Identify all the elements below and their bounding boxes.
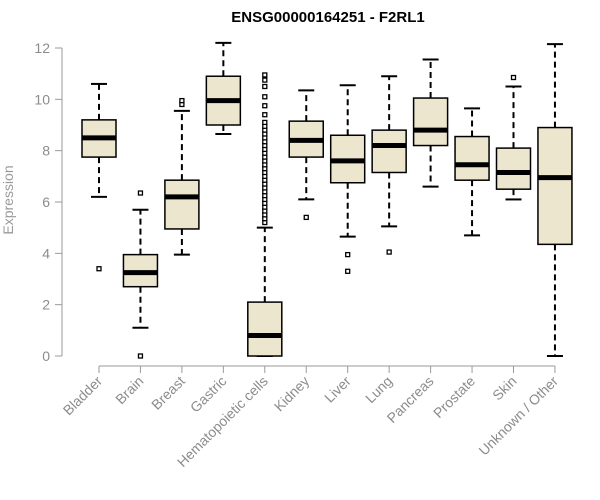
outlier-point [303,214,309,221]
y-tick-label: 0 [42,348,50,364]
outlier-point [262,83,268,90]
x-tick-label: Lung [362,373,395,406]
outlier-point [262,112,268,118]
y-tick-label: 12 [34,40,50,56]
y-axis-label: Expression [0,165,16,234]
outlier-point [262,72,268,78]
box-rect [164,179,200,230]
x-tick-label: Liver [321,373,354,406]
x-tick-label: Unknown / Other [475,373,561,459]
y-tick-label: 8 [42,143,50,159]
x-tick-label: Bladder [60,373,106,419]
outlier-point [262,94,268,100]
box-rect [495,147,532,190]
outlier-point [262,103,268,109]
outlier-point [510,74,517,81]
boxes-group [81,41,573,359]
chart-title: ENSG00000164251 - F2RL1 [231,9,424,26]
box-prostate [454,107,490,237]
box-hematopoietic-cells [247,72,283,357]
y-tick-label: 2 [42,297,50,313]
x-tick-label: Kidney [271,373,313,415]
x-tick-label: Skin [489,373,520,404]
outlier-point [137,190,144,196]
box-rect [371,129,407,174]
box-skin [495,74,532,201]
outlier-point [345,268,351,274]
outlier-point [262,77,268,83]
box-bladder [81,82,117,272]
box-rect [412,97,449,147]
y-axis: 0 2 4 6 8 10 12 [34,40,63,364]
box-breast [164,97,200,256]
outlier-point [262,119,268,126]
box-kidney [288,89,324,221]
outlier-point [179,97,185,104]
box-brain [122,190,159,359]
box-rect [247,301,283,357]
box-rect [454,135,490,181]
outlier-point [137,353,144,359]
box-liver [329,84,366,274]
outlier-point [96,266,102,272]
x-tick-label: Prostate [430,373,478,421]
x-tick-label: Brain [112,373,146,407]
box-unknown-other [537,43,573,357]
box-rect [537,126,573,246]
y-tick-label: 4 [42,245,50,261]
x-tick-label: Breast [148,373,188,413]
outlier-point [345,251,351,258]
y-tick-label: 6 [42,194,50,210]
y-tick-label: 10 [34,91,50,107]
box-gastric [205,41,242,135]
outlier-point [386,249,392,255]
box-pancreas [412,58,449,188]
box-lung [371,75,407,255]
